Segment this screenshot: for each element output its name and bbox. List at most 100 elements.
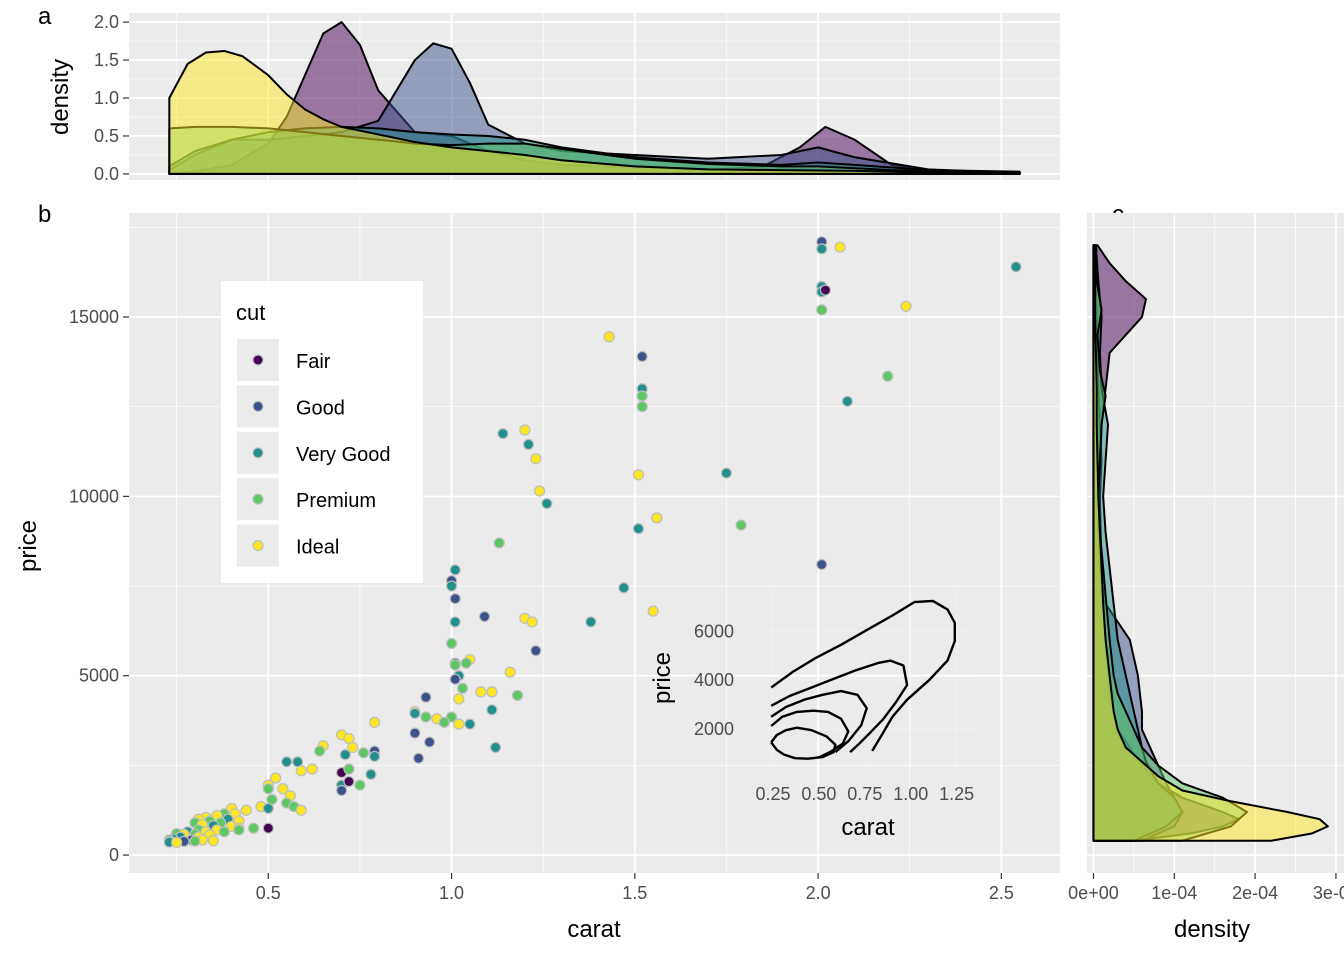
scatter-point [585,616,597,628]
panel-c-x-tick-label: 2e-04 [1232,883,1278,903]
scatter-point [449,673,461,685]
scatter-point [409,707,421,719]
scatter-point [900,300,912,312]
scatter-point [420,691,432,703]
scatter-point [618,582,630,594]
scatter-point [445,711,458,723]
scatter-point [343,775,355,788]
scatter-point [816,243,828,255]
scatter-point [522,438,535,450]
scatter-point [365,768,377,780]
scatter-point [464,718,476,730]
scatter-point [486,686,498,698]
scatter-point [368,716,381,728]
scatter-point [816,304,828,316]
legend-key-fair [252,354,264,366]
scatter-point [603,331,615,343]
inset-x-ticks: 0.25 0.50 0.75 1.00 1.25 [755,784,974,804]
scatter-point [834,241,846,253]
inset-y-ticks: 2000 4000 6000 [694,621,734,739]
scatter-point [423,736,436,748]
scatter-point [486,704,498,716]
panel-b-x-ticks: 0.5 1.0 1.5 2.0 2.5 [256,873,1014,903]
legend-label: Very Good [296,444,391,466]
panel-a-y-tick-label: 0.0 [94,164,119,184]
contour-line [770,599,956,752]
scatter-point [475,686,487,698]
legend-key-very-good [252,447,264,459]
contour-line [770,689,868,754]
scatter-point [530,453,542,465]
panel-b-y-axis-title: price [15,520,42,572]
scatter-point [270,772,282,784]
scatter-point [354,779,366,791]
scatter-point [526,616,538,628]
scatter-point [647,605,659,617]
scatter-point [882,370,894,382]
panel-a-density-areas [168,21,1021,175]
legend-keys: Fair Good Very Good Premium Ideal [237,339,391,567]
scatter-point [541,497,553,510]
panel-c-x-tick-label: 1e-04 [1151,883,1197,903]
legend: cut Fair Good Very Good Premium Ideal [221,281,423,583]
panel-b-scatter: 0.5 1.0 1.5 2.0 2.5 0 5000 10000 15000 carat pr… [15,213,1060,943]
scatter-point [478,610,491,623]
scatter-point [295,804,307,816]
scatter-point [262,783,274,795]
scatter-point [632,523,645,535]
scatter-point [453,718,465,730]
scatter-point [306,763,318,775]
scatter-point [218,826,230,838]
panel-b-x-tick-label: 1.5 [622,883,647,903]
scatter-point [460,657,472,669]
scatter-point [248,822,260,834]
legend-key-good [252,400,264,412]
panel-c-x-tick-label: 3e-04 [1313,883,1344,903]
panel-b-x-axis-title: carat [567,916,621,943]
scatter-point [449,659,461,671]
scatter-point [240,804,252,816]
panel-b-points [163,236,1022,849]
scatter-point [489,741,502,754]
inset-x-tick-label: 0.25 [755,784,790,804]
panel-b-x-tick-label: 2.0 [806,883,831,903]
scatter-point [346,741,359,754]
legend-label: Good [296,397,345,419]
scatter-point [720,467,733,479]
scatter-point [412,752,425,764]
scatter-point [841,395,854,407]
scatter-point [171,836,183,849]
scatter-point [368,750,381,763]
legend-key-ideal [252,539,264,552]
scatter-point [313,745,326,757]
scatter-point [497,427,509,440]
scatter-point [409,727,421,739]
scatter-point [533,485,546,497]
inset-x-tick-label: 1.00 [893,784,928,804]
scatter-point [636,390,648,402]
inset-y-tick-label: 2000 [694,719,734,739]
scatter-point [1010,261,1022,273]
scatter-point [281,756,293,768]
panel-a-y-ticks: 0.0 0.5 1.0 1.5 2.0 [94,12,129,184]
scatter-point [445,580,458,592]
scatter-point [449,564,461,576]
panel-a-density-top: 0.0 0.5 1.0 1.5 2.0 density [47,12,1060,184]
panel-b-x-tick-label: 1.0 [439,883,464,903]
scatter-point [632,469,645,481]
panel-c-x-axis-title: density [1174,916,1250,943]
legend-key-premium [252,493,264,505]
panel-b-y-tick-label: 5000 [79,666,119,686]
panel-a-y-tick-label: 1.5 [94,50,119,70]
scatter-point [233,824,245,836]
scatter-point [453,693,465,705]
scatter-point [343,763,355,775]
scatter-point [449,616,461,628]
scatter-point [339,749,351,761]
scatter-point [519,424,531,436]
inset-x-tick-label: 0.50 [801,784,836,804]
scatter-point [207,835,219,847]
panel-b-y-ticks: 0 5000 10000 15000 [69,307,129,865]
panel-a-y-axis-title: density [47,59,74,135]
